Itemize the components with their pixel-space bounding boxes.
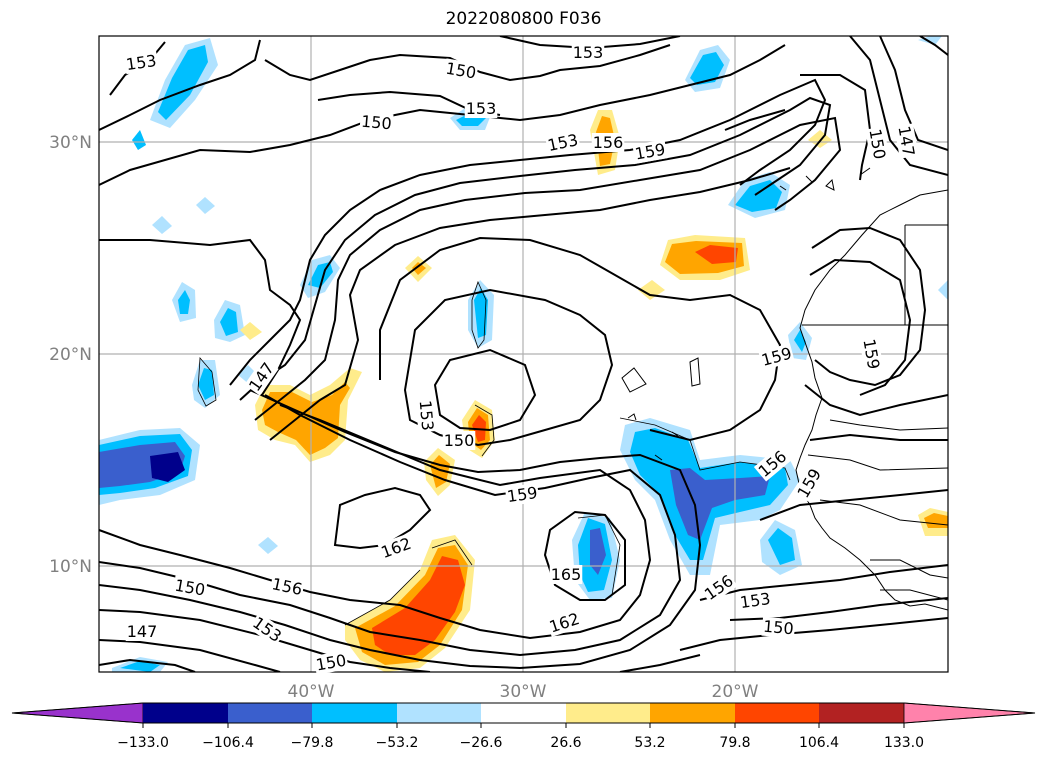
- contour-label-halo: [700, 570, 738, 605]
- contour-label-halo: [753, 446, 792, 482]
- colorbar-tick-label: 79.8: [719, 735, 750, 751]
- colorbar-bin: [143, 703, 228, 723]
- contour-label: 153: [466, 99, 497, 118]
- colorbar-tick-label: −133.0: [117, 735, 169, 751]
- colorbar-bin: [312, 703, 397, 723]
- contour-label-halo: [415, 398, 438, 433]
- colorbar-tick-label: −106.4: [202, 735, 254, 751]
- contour-label-halo: [865, 126, 890, 162]
- contour-label-halo: [269, 573, 306, 600]
- colorbar-bin: [650, 703, 735, 723]
- contour-label-halo: [859, 336, 884, 372]
- contour-label-halo: [792, 464, 826, 503]
- contour-label-layer: 153 150 153 153 150 153 156 159 150 147 …: [123, 43, 919, 675]
- lat-label: 20°N: [49, 345, 92, 365]
- contour-label-halo: [377, 533, 415, 563]
- contour-label-halo: [442, 431, 476, 450]
- contour-label: 159: [506, 483, 539, 506]
- contour-label-halo: [172, 575, 208, 600]
- lon-label: 20°W: [712, 682, 759, 702]
- colorbar-bin: [228, 703, 312, 723]
- colorbar-tick-label: 53.2: [634, 735, 665, 751]
- colorbar-tick-label: −26.6: [460, 735, 503, 751]
- contour-label-halo: [737, 588, 773, 613]
- colorbar-bin: [566, 703, 650, 723]
- contour-label-halo: [244, 358, 279, 396]
- contour-label: 153: [573, 43, 604, 62]
- contour-label-halo: [359, 111, 394, 134]
- lat-labels: 30°N 20°N 10°N: [49, 133, 92, 577]
- contour-label-halo: [545, 608, 583, 637]
- colorbar-extend-min: [11, 702, 144, 724]
- lat-label: 30°N: [49, 133, 92, 153]
- colorbar-tick-label: 133.0: [884, 735, 924, 751]
- contour-label: 156: [593, 133, 624, 152]
- contour-label-halo: [464, 99, 498, 118]
- map-title: 2022080800 F036: [445, 9, 602, 29]
- contour-label-halo: [544, 129, 581, 156]
- contour-label: 150: [444, 431, 475, 450]
- contour-label-halo: [549, 565, 583, 584]
- contour-label-halo: [443, 58, 479, 83]
- contour-label-halo: [123, 50, 159, 75]
- negative-shading: [99, 36, 948, 672]
- contour-label-halo: [632, 139, 668, 164]
- contour-label: 153: [125, 51, 158, 74]
- colorbar-bin: [735, 703, 819, 723]
- graticule: [99, 36, 948, 672]
- lon-label: 30°W: [500, 682, 547, 702]
- contour-label-halo: [761, 616, 796, 639]
- map-plot-area: [99, 36, 948, 672]
- map-frame: [98, 35, 949, 673]
- contour-label: 147: [127, 622, 158, 641]
- lat-label: 10°N: [49, 557, 92, 577]
- colorbar-bin: [481, 703, 566, 723]
- contour-label: 153: [416, 399, 438, 431]
- colorbar-tick-label: −53.2: [376, 735, 419, 751]
- africa-coast: [795, 189, 948, 611]
- colorbar-bin: [397, 703, 481, 723]
- lon-label: 40°W: [288, 682, 335, 702]
- coastlines: [621, 167, 948, 611]
- contour-label: 153: [739, 589, 772, 612]
- contour-label: 150: [360, 112, 392, 134]
- lon-labels: 40°W 30°W 20°W: [288, 682, 759, 702]
- colorbar-tick-label: 106.4: [799, 735, 839, 751]
- colorbar: −133.0 −106.4 −79.8 −53.2 −26.6 26.6 53.…: [11, 702, 1036, 751]
- contour-label-halo: [571, 43, 605, 62]
- colorbar-extend-max: [903, 702, 1036, 724]
- colorbar-tick-label: 26.6: [550, 735, 581, 751]
- contour-label-halo: [125, 622, 159, 641]
- contour-label-halo: [504, 482, 540, 507]
- contour-lines: [99, 36, 948, 672]
- contour-label-halo: [894, 123, 919, 159]
- contour-label-halo: [248, 612, 286, 647]
- contour-label: 165: [551, 565, 582, 584]
- anomaly-outlines: [197, 280, 791, 626]
- colorbar-bin: [819, 703, 904, 723]
- contour-label: 150: [762, 617, 794, 639]
- contour-label-halo: [591, 133, 625, 152]
- contour-label-halo: [313, 650, 349, 675]
- colorbar-tick-label: −79.8: [291, 735, 334, 751]
- contour-label-halo: [758, 343, 795, 371]
